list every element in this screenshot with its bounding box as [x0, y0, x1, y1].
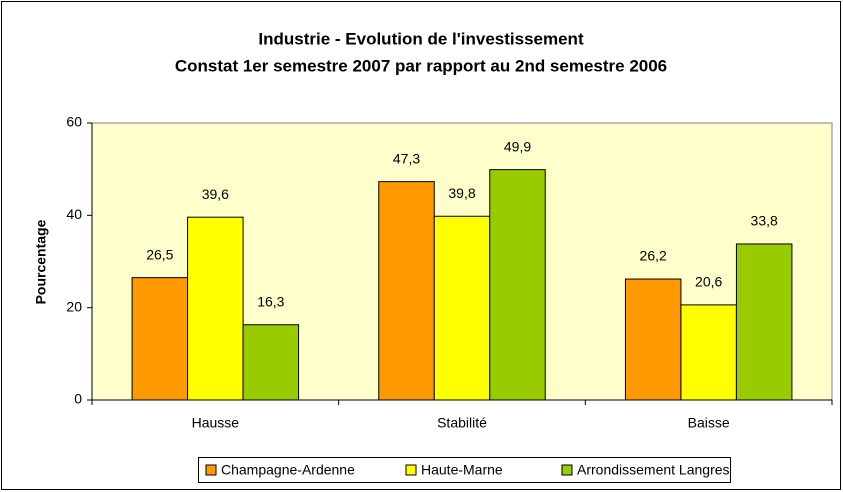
- value-label: 20,6: [695, 274, 722, 290]
- legend-swatch: [405, 464, 417, 476]
- value-label: 26,5: [146, 246, 173, 262]
- value-label: 33,8: [751, 213, 778, 229]
- legend-swatch: [561, 464, 573, 476]
- legend-label: Haute-Marne: [421, 462, 503, 478]
- y-axis-label: Pourcentage: [33, 219, 49, 304]
- x-tick-label: Stabilité: [437, 415, 487, 431]
- bar: [433, 215, 491, 401]
- x-tick-label: Baisse: [688, 415, 730, 431]
- legend-box: [198, 457, 731, 483]
- bar: [489, 169, 546, 401]
- value-label: 26,2: [640, 248, 667, 264]
- chart-subtitle: Constat 1er semestre 2007 par rapport au…: [175, 56, 667, 75]
- x-tick-label: Hausse: [192, 415, 240, 431]
- bar: [187, 216, 244, 401]
- bar: [624, 278, 682, 401]
- legend-label: Champagne-Ardenne: [221, 462, 355, 478]
- value-label: 49,9: [504, 138, 531, 154]
- bar: [680, 304, 737, 401]
- legend-swatch: [205, 464, 217, 476]
- y-tick-label: 40: [66, 206, 82, 222]
- y-tick-label: 20: [66, 298, 82, 314]
- y-tick-label: 60: [66, 114, 82, 130]
- value-label: 39,6: [202, 186, 229, 202]
- value-label: 47,3: [393, 150, 420, 166]
- bar: [242, 324, 300, 401]
- value-label: 39,8: [448, 185, 475, 201]
- chart-title: Industrie - Evolution de l'investissemen…: [258, 29, 584, 48]
- y-tick-label: 0: [74, 391, 82, 407]
- legend-label: Arrondissement Langres: [577, 462, 730, 478]
- bar: [735, 243, 793, 401]
- bar: [378, 181, 435, 401]
- value-label: 16,3: [257, 293, 284, 309]
- bar: [131, 277, 189, 401]
